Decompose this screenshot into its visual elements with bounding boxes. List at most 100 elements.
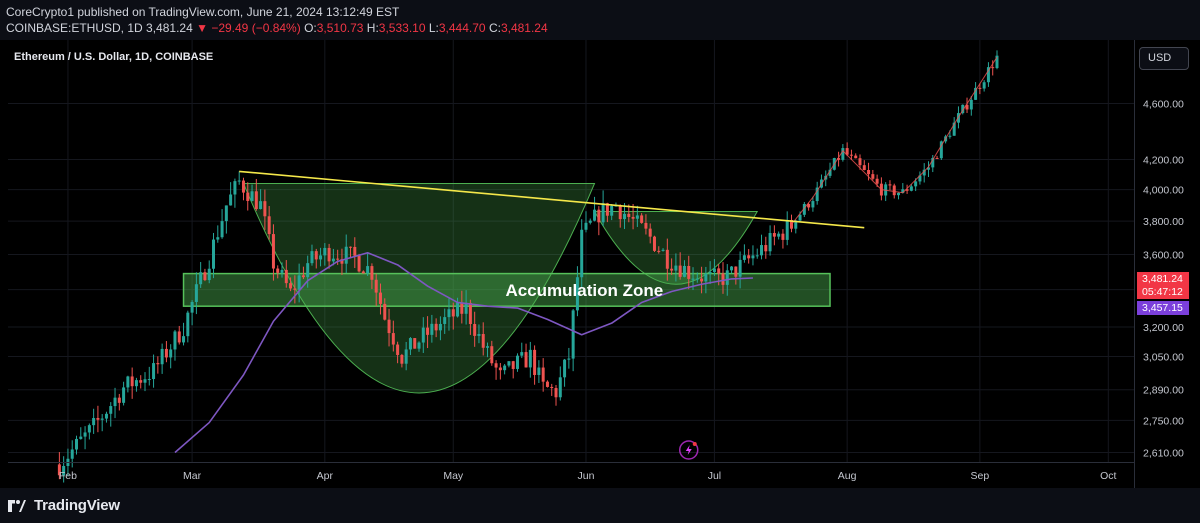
candle-body	[366, 266, 370, 274]
projection-candle-body	[892, 185, 896, 196]
candle-body	[229, 194, 233, 206]
candle-body	[340, 259, 344, 264]
publish-header: CoreCrypto1 published on TradingView.com…	[0, 0, 1200, 40]
candle-body	[575, 277, 579, 311]
x-tick-label: Jul	[708, 470, 721, 482]
candle-body	[734, 266, 738, 277]
candle-body	[182, 336, 186, 343]
candle-body	[524, 352, 528, 368]
countdown-tag: 05:47:12	[1137, 285, 1189, 299]
candle-body	[353, 246, 357, 256]
candle-body	[169, 349, 173, 358]
candle-body	[708, 272, 712, 274]
candle-body	[584, 222, 588, 230]
currency-button[interactable]: USD	[1139, 47, 1189, 70]
projection-candle-body	[845, 148, 849, 155]
candle-body	[580, 229, 584, 278]
candle-body	[177, 331, 181, 343]
projection-candle-body	[849, 154, 853, 156]
projection-candle-body	[926, 167, 930, 170]
candle-body	[755, 255, 759, 257]
ohlc-line: COINBASE:ETHUSD, 1D 3,481.24 ▼ −29.49 (−…	[6, 21, 548, 35]
projection-candle-body	[965, 104, 969, 110]
y-tick-label: 2,750.00	[1143, 415, 1184, 427]
projection-candle-body	[952, 122, 956, 136]
candle-body	[361, 271, 365, 274]
candle-body	[473, 324, 477, 336]
candle-body	[481, 334, 485, 348]
ma-value-tag: 3,457.15	[1137, 301, 1189, 315]
candle-body	[725, 270, 729, 285]
candle-body	[447, 309, 451, 318]
candle-body	[490, 346, 494, 364]
projection-candle-body	[909, 186, 913, 191]
candle-body	[747, 255, 751, 259]
candle-body	[460, 302, 464, 314]
projection-candle-body	[939, 141, 943, 159]
candle-body	[785, 220, 789, 240]
projection-candle-body	[918, 175, 922, 182]
candle-body	[220, 221, 224, 238]
candle-body	[92, 418, 96, 426]
candle-body	[194, 284, 198, 302]
projection-candle-body	[807, 204, 811, 208]
x-tick-label: Feb	[59, 470, 77, 482]
candle-body	[682, 265, 686, 277]
projection-candle-body	[858, 158, 862, 166]
candle-body	[160, 348, 164, 365]
candle-body	[75, 438, 79, 450]
candle-body	[104, 413, 108, 419]
candle-body	[421, 327, 425, 343]
projection-candle-body	[935, 157, 939, 159]
lightning-icon	[678, 440, 699, 460]
small-cup-shape	[593, 211, 759, 285]
candle-body	[267, 216, 271, 235]
candle-body	[468, 302, 472, 325]
candle-body	[284, 269, 288, 284]
candle-body	[438, 323, 442, 331]
candle-body	[652, 236, 656, 251]
candle-body	[665, 249, 669, 269]
candle-body	[70, 449, 74, 459]
projection-candle-body	[986, 67, 990, 83]
projection-candle-body	[978, 87, 982, 89]
candle-body	[139, 380, 143, 383]
projection-candle-body	[995, 55, 999, 69]
change-value: ▼ −29.49 (−0.84%)	[196, 21, 301, 35]
candle-body	[635, 215, 639, 219]
candle-body	[520, 352, 524, 356]
candle-body	[700, 278, 704, 282]
notification-dot-icon	[692, 442, 697, 446]
candle-body	[541, 367, 545, 382]
candle-body	[507, 361, 511, 366]
candle-body	[494, 363, 498, 368]
chart-area[interactable]	[0, 40, 1200, 488]
candle-body	[212, 239, 216, 269]
candle-body	[730, 266, 734, 271]
candle-body	[413, 338, 417, 349]
candle-body	[297, 275, 301, 290]
candle-body	[764, 245, 768, 252]
candle-body	[259, 201, 263, 209]
candle-body	[588, 220, 592, 223]
candle-body	[314, 251, 318, 260]
projection-candle-body	[897, 192, 901, 196]
last-price-tag: 3,481.24	[1137, 272, 1189, 286]
candle-body	[233, 181, 237, 195]
candle-body	[451, 309, 455, 317]
y-tick-label: 2,890.00	[1143, 385, 1184, 397]
candle-body	[323, 247, 327, 256]
candle-body	[554, 388, 558, 398]
candle-body	[426, 327, 430, 335]
projection-candle-body	[789, 224, 793, 229]
candle-body	[203, 272, 207, 281]
candle-body	[276, 268, 280, 273]
tradingview-logo[interactable]: TradingView	[6, 497, 120, 514]
candle-body	[246, 192, 250, 201]
candle-body	[96, 418, 100, 420]
candle-body	[400, 354, 404, 364]
candle-body	[87, 425, 91, 433]
candle-body	[357, 255, 361, 272]
projection-candle-body	[922, 169, 926, 176]
